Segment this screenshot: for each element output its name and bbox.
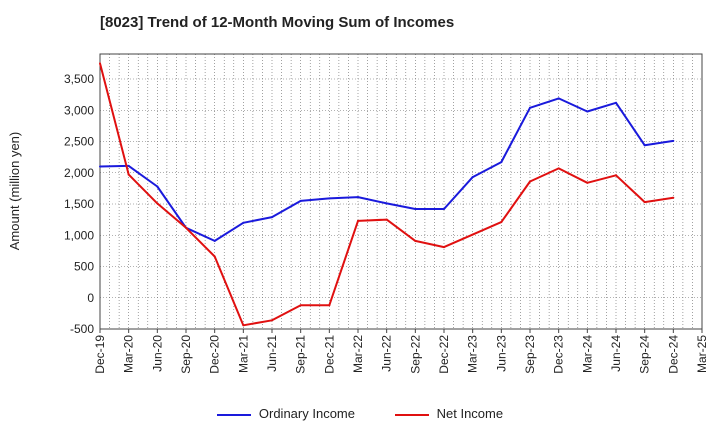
- data-point-net-income: [185, 226, 187, 229]
- x-tick-label: Mar-23: [466, 335, 480, 373]
- data-point-net-income: [357, 219, 359, 222]
- data-point-ordinary-income: [299, 199, 302, 202]
- data-point-ordinary-income: [328, 197, 331, 200]
- y-tick-label: 2,500: [64, 135, 94, 149]
- data-point-net-income: [385, 218, 388, 221]
- data-point-ordinary-income: [385, 202, 388, 205]
- x-tick-label: Dec-19: [93, 335, 107, 374]
- y-tick-label: 1,500: [64, 197, 94, 211]
- data-point-ordinary-income: [643, 144, 646, 147]
- data-point-ordinary-income: [271, 216, 273, 219]
- x-tick-label: Mar-20: [122, 335, 136, 373]
- data-point-ordinary-income: [242, 221, 245, 224]
- data-point-ordinary-income: [99, 165, 101, 168]
- legend: Ordinary Income Net Income: [0, 405, 720, 421]
- legend-swatch-ordinary-income: [216, 413, 251, 416]
- x-tick-label: Jun-21: [265, 335, 279, 372]
- x-tick-label: Mar-21: [236, 335, 250, 373]
- x-tick-label: Jun-23: [494, 335, 508, 372]
- data-point-net-income: [299, 304, 302, 307]
- data-point-net-income: [672, 196, 675, 199]
- axes: -500 0 500 1,000 1,500 2,000 2,500 3,000 3,500 De…: [64, 53, 709, 374]
- x-tick-label: Jun-20: [150, 335, 164, 372]
- plot-border: [99, 53, 703, 330]
- data-point-ordinary-income: [672, 139, 675, 142]
- data-point-ordinary-income: [127, 164, 130, 167]
- series: [99, 62, 675, 327]
- chart-title: [8023] Trend of 12-Month Moving Sum of I…: [100, 14, 455, 31]
- y-tick-label: -500: [70, 322, 94, 336]
- legend-swatch-net-income: [394, 413, 429, 416]
- legend-label-ordinary-income: Ordinary Income: [258, 406, 355, 422]
- data-point-net-income: [471, 233, 474, 236]
- y-tick-label: 500: [74, 260, 94, 274]
- y-tick-label: 2,000: [64, 166, 94, 180]
- data-point-ordinary-income: [414, 208, 417, 210]
- x-tick-label: Sep-24: [638, 335, 652, 374]
- legend-item-ordinary-income: Ordinary Income: [216, 406, 355, 422]
- data-point-net-income: [271, 319, 273, 322]
- data-point-net-income: [213, 255, 216, 258]
- data-point-net-income: [557, 167, 560, 170]
- x-tick-label: Dec-24: [666, 335, 680, 374]
- y-tick-label: 3,500: [64, 72, 94, 86]
- data-point-net-income: [443, 246, 445, 249]
- x-tick-label: Dec-23: [552, 335, 566, 374]
- x-tick-label: Mar-25: [695, 335, 709, 373]
- x-tick-label: Mar-24: [580, 335, 594, 373]
- data-point-net-income: [500, 221, 503, 224]
- x-tick-label: Sep-20: [179, 335, 193, 374]
- x-tick-label: Jun-24: [609, 335, 623, 372]
- data-point-net-income: [328, 304, 331, 307]
- data-point-ordinary-income: [443, 208, 445, 210]
- data-point-ordinary-income: [586, 110, 589, 113]
- data-point-ordinary-income: [471, 176, 474, 179]
- data-point-ordinary-income: [557, 97, 560, 100]
- x-tick-label: Mar-22: [351, 335, 365, 373]
- data-point-ordinary-income: [213, 239, 216, 242]
- data-point-net-income: [615, 174, 617, 177]
- data-point-net-income: [156, 202, 159, 205]
- x-tick-label: Dec-21: [322, 335, 336, 374]
- y-tick-label: 0: [87, 291, 94, 305]
- data-point-net-income: [242, 324, 245, 327]
- plot-background: [100, 54, 702, 329]
- y-tick-label: 1,000: [64, 228, 94, 242]
- legend-item-net-income: Net Income: [394, 406, 504, 422]
- data-point-net-income: [643, 201, 646, 204]
- data-point-net-income: [529, 180, 531, 183]
- data-point-ordinary-income: [529, 106, 531, 109]
- x-tick-label: Dec-22: [437, 335, 451, 374]
- y-axis-label: Amount (million yen): [7, 132, 22, 251]
- legend-label-net-income: Net Income: [436, 406, 504, 422]
- x-tick-label: Jun-22: [380, 335, 394, 372]
- data-point-ordinary-income: [500, 161, 503, 164]
- data-point-ordinary-income: [357, 196, 359, 199]
- x-tick-label: Sep-22: [408, 335, 422, 374]
- x-tick-label: Sep-21: [294, 335, 308, 374]
- data-point-net-income: [586, 181, 589, 184]
- x-tick-label: Dec-20: [208, 335, 222, 374]
- y-tick-label: 3,000: [64, 103, 94, 117]
- data-point-ordinary-income: [156, 185, 159, 188]
- x-tick-label: Sep-23: [523, 335, 537, 374]
- data-point-net-income: [127, 173, 130, 176]
- data-point-net-income: [414, 239, 417, 242]
- data-point-net-income: [99, 62, 101, 65]
- data-point-ordinary-income: [615, 101, 617, 104]
